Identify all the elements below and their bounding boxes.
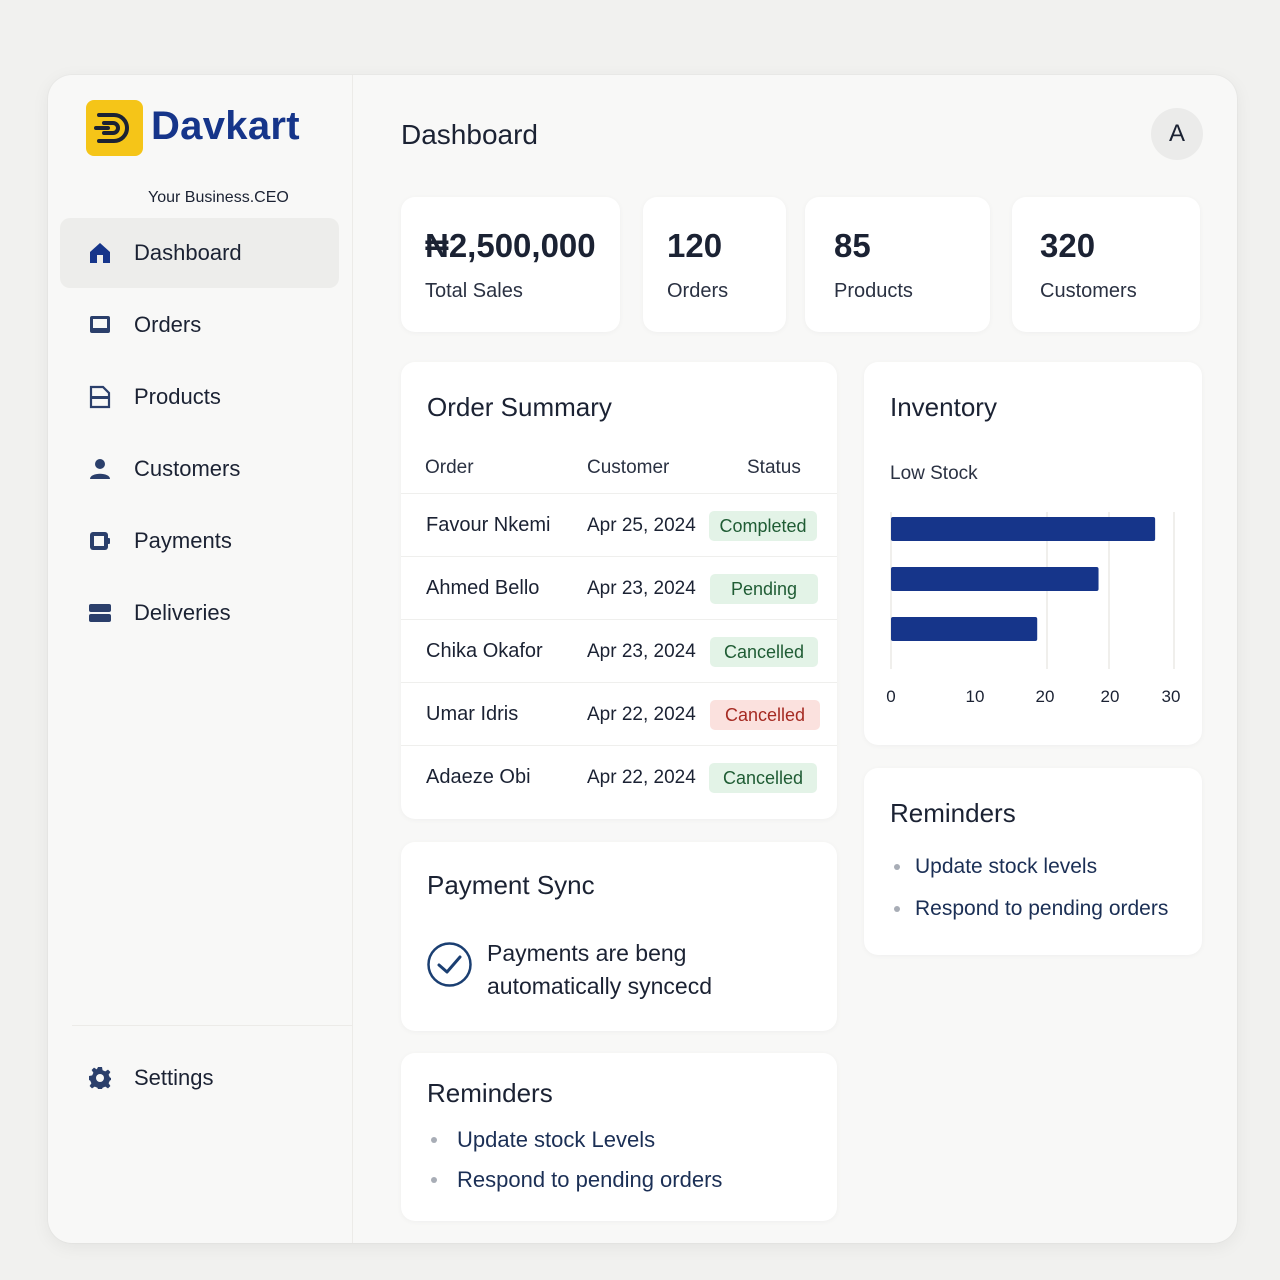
home-icon bbox=[90, 243, 110, 263]
order-date: Apr 23, 2024 bbox=[587, 641, 696, 662]
stat-value: 320 bbox=[1040, 227, 1096, 264]
stat-card-products: 85 Products bbox=[805, 197, 990, 332]
sidebar-item-settings[interactable]: Settings bbox=[60, 1043, 339, 1113]
table-row[interactable]: Umar Idris Apr 22, 2024 Cancelled bbox=[401, 682, 837, 745]
order-customer: Favour Nkemi bbox=[426, 514, 551, 536]
sidebar-item-label: Orders bbox=[134, 312, 202, 337]
chart-tick-label: 10 bbox=[966, 687, 985, 706]
column-header: Customer bbox=[587, 457, 670, 478]
sidebar-item-label: Customers bbox=[134, 456, 241, 481]
wallet-icon bbox=[90, 532, 110, 550]
order-summary-card: Order Summary Order Customer Status Favo… bbox=[401, 362, 837, 819]
stack-icon bbox=[89, 604, 111, 622]
sync-message-line: automatically syncecd bbox=[487, 973, 712, 999]
card-title: Inventory bbox=[890, 392, 997, 422]
inventory-bar-chart: 0 10 20 20 30 bbox=[886, 512, 1181, 706]
order-customer: Umar Idris bbox=[426, 703, 519, 725]
chart-tick-label: 20 bbox=[1101, 687, 1120, 706]
payment-sync-card: Payment Sync Payments are beng automatic… bbox=[401, 842, 837, 1031]
sidebar-item-dashboard[interactable]: Dashboard bbox=[60, 218, 339, 288]
stat-value: ₦2,500,000 bbox=[425, 227, 596, 264]
order-date: Apr 23, 2024 bbox=[587, 578, 696, 599]
status-badge: Cancelled bbox=[710, 637, 818, 667]
status-badge: Completed bbox=[709, 511, 817, 541]
chart-bar[interactable] bbox=[891, 517, 1156, 541]
chart-tick-label: 20 bbox=[1036, 687, 1055, 706]
card-title: Payment Sync bbox=[427, 870, 595, 900]
list-item[interactable]: Update stock levels bbox=[890, 855, 1168, 879]
table-row[interactable]: Chika Okafor Apr 23, 2024 Cancelled bbox=[401, 619, 837, 682]
sidebar-item-label: Deliveries bbox=[134, 600, 231, 625]
order-customer: Chika Okafor bbox=[426, 640, 543, 662]
sidebar: Davkart Your Business.CEO Dashboard Orde… bbox=[48, 75, 353, 1243]
sidebar-divider bbox=[72, 1025, 352, 1026]
chart-tick-label: 0 bbox=[886, 687, 895, 706]
status-badge: Cancelled bbox=[709, 763, 817, 793]
reminders-card-side: Reminders Update stock levels Respond to… bbox=[864, 768, 1202, 955]
gear-icon bbox=[89, 1067, 111, 1089]
sync-message: Payments are beng automatically syncecd bbox=[487, 937, 712, 1003]
order-date: Apr 22, 2024 bbox=[587, 767, 696, 788]
chart-tick-label: 30 bbox=[1162, 687, 1181, 706]
sidebar-item-label: Dashboard bbox=[134, 240, 242, 265]
order-date: Apr 22, 2024 bbox=[587, 704, 696, 725]
order-customer: Ahmed Bello bbox=[426, 577, 540, 599]
column-header: Order bbox=[425, 457, 474, 478]
reminders-card-main: Reminders Update stock Levels Respond to… bbox=[401, 1053, 837, 1221]
logo-mark-icon bbox=[86, 100, 143, 156]
stat-value: 85 bbox=[834, 227, 871, 264]
stat-label: Orders bbox=[667, 280, 729, 302]
stat-label: Total Sales bbox=[425, 280, 523, 302]
order-date: Apr 25, 2024 bbox=[587, 515, 696, 536]
card-title: Reminders bbox=[890, 798, 1016, 828]
chart-subtitle: Low Stock bbox=[890, 463, 978, 484]
list-item[interactable]: Update stock Levels bbox=[427, 1127, 722, 1153]
status-badge: Pending bbox=[710, 574, 818, 604]
stat-label: Customers bbox=[1040, 280, 1137, 302]
sidebar-item-orders[interactable]: Orders bbox=[60, 290, 339, 360]
stat-card-total-sales: ₦2,500,000 Total Sales bbox=[401, 197, 620, 332]
monitor-icon bbox=[90, 316, 110, 333]
sidebar-item-label: Payments bbox=[134, 528, 232, 553]
sidebar-item-label: Products bbox=[134, 384, 221, 409]
card-title: Order Summary bbox=[427, 392, 612, 422]
sidebar-item-payments[interactable]: Payments bbox=[60, 506, 339, 576]
table-header: Order Customer Status bbox=[401, 457, 837, 493]
sidebar-item-deliveries[interactable]: Deliveries bbox=[60, 578, 339, 648]
chart-bar[interactable] bbox=[891, 617, 1038, 641]
inventory-card: Inventory Low Stock 0 10 20 20 30 bbox=[864, 362, 1202, 745]
app-window: Davkart Your Business.CEO Dashboard Orde… bbox=[48, 75, 1237, 1243]
sidebar-item-customers[interactable]: Customers bbox=[60, 434, 339, 504]
column-header: Status bbox=[747, 457, 801, 478]
list-item[interactable]: Respond to pending orders bbox=[427, 1167, 722, 1193]
check-circle-icon bbox=[427, 942, 472, 987]
table-row[interactable]: Favour Nkemi Apr 25, 2024 Completed bbox=[401, 493, 837, 556]
order-customer: Adaeze Obi bbox=[426, 766, 531, 788]
document-icon bbox=[89, 385, 111, 409]
list-item[interactable]: Respond to pending orders bbox=[890, 897, 1168, 921]
stat-card-customers: 320 Customers bbox=[1012, 197, 1200, 332]
reminders-list: Update stock levels Respond to pending o… bbox=[890, 855, 1168, 921]
page-title: Dashboard bbox=[401, 119, 538, 150]
sidebar-nav: Dashboard Orders Products bbox=[60, 218, 339, 650]
stat-card-orders: 120 Orders bbox=[643, 197, 786, 332]
stat-label: Products bbox=[834, 280, 913, 302]
avatar[interactable]: A bbox=[1151, 108, 1203, 160]
chart-bar[interactable] bbox=[891, 567, 1099, 591]
stat-value: 120 bbox=[667, 227, 723, 264]
table-row[interactable]: Adaeze Obi Apr 22, 2024 Cancelled bbox=[401, 745, 837, 808]
brand-name: Davkart bbox=[151, 104, 300, 148]
sidebar-item-label: Settings bbox=[134, 1065, 214, 1090]
reminders-list: Update stock Levels Respond to pending o… bbox=[427, 1127, 722, 1193]
table-row[interactable]: Ahmed Bello Apr 23, 2024 Pending bbox=[401, 556, 837, 619]
status-badge: Cancelled bbox=[710, 700, 820, 730]
card-title: Reminders bbox=[427, 1078, 553, 1108]
sidebar-item-products[interactable]: Products bbox=[60, 362, 339, 432]
brand-tagline: Your Business.CEO bbox=[148, 189, 289, 206]
user-icon bbox=[90, 459, 110, 479]
sync-message-line: Payments are beng bbox=[487, 940, 687, 966]
